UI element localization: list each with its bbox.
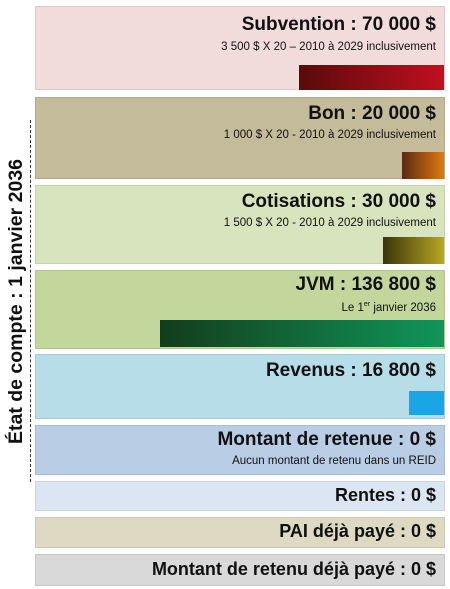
subvention-subtitle: 3 500 $ X 20 – 2010 à 2029 inclusivement <box>221 41 436 53</box>
account-statement-text: État de compte : 1 janvier 2036 <box>5 158 28 444</box>
panel-subvention: Subvention : 70 000 $ 3 500 $ X 20 – 201… <box>35 6 445 90</box>
panel-cotisations: Cotisations : 30 000 $ 1 500 $ X 20 - 20… <box>35 185 445 264</box>
jvm-subtitle-prefix: Le 1 <box>341 301 364 314</box>
cotisations-subtitle: 1 500 $ X 20 - 2010 à 2029 inclusivement <box>223 217 436 229</box>
panel-jvm: JVM : 136 800 $ Le 1er janvier 2036 <box>35 270 445 349</box>
panel-rentes: Rentes : 0 $ <box>35 481 445 511</box>
bon-bar <box>402 152 444 179</box>
pai-title: PAI déjà payé : 0 $ <box>279 521 436 541</box>
jvm-subtitle-sup: er <box>363 301 371 308</box>
jvm-subtitle: Le 1er janvier 2036 <box>342 301 436 314</box>
revenus-title: Revenus : 16 800 $ <box>265 360 436 381</box>
panel-retenu-paye: Montant de retenu déjà payé : 0 $ <box>35 554 445 586</box>
panel-pai: PAI déjà payé : 0 $ <box>35 517 445 548</box>
revenus-bar <box>409 391 444 415</box>
account-statement-label: État de compte : 1 janvier 2036 <box>2 120 32 482</box>
jvm-title: JVM : 136 800 $ <box>295 274 436 295</box>
retenue-subtitle: Aucun montant de retenu dans un REID <box>232 455 436 467</box>
retenue-title: Montant de retenue : 0 $ <box>217 429 436 450</box>
subvention-title: Subvention : 70 000 $ <box>241 14 436 35</box>
jvm-bar <box>160 320 444 347</box>
jvm-subtitle-suffix: janvier 2036 <box>370 301 436 314</box>
panel-bon: Bon : 20 000 $ 1 000 $ X 20 - 2010 à 202… <box>35 97 445 179</box>
panel-revenus: Revenus : 16 800 $ <box>35 354 445 419</box>
dashed-divider <box>30 120 31 482</box>
bon-subtitle: 1 000 $ X 20 - 2010 à 2029 inclusivement <box>223 129 436 141</box>
rentes-title: Rentes : 0 $ <box>334 485 436 505</box>
cotisations-bar <box>383 237 444 264</box>
cotisations-title: Cotisations : 30 000 $ <box>241 191 436 212</box>
bon-title: Bon : 20 000 $ <box>308 103 436 124</box>
retenu-paye-title: Montant de retenu déjà payé : 0 $ <box>151 559 436 579</box>
subvention-bar <box>299 65 444 90</box>
panel-retenue: Montant de retenue : 0 $ Aucun montant d… <box>35 425 445 475</box>
